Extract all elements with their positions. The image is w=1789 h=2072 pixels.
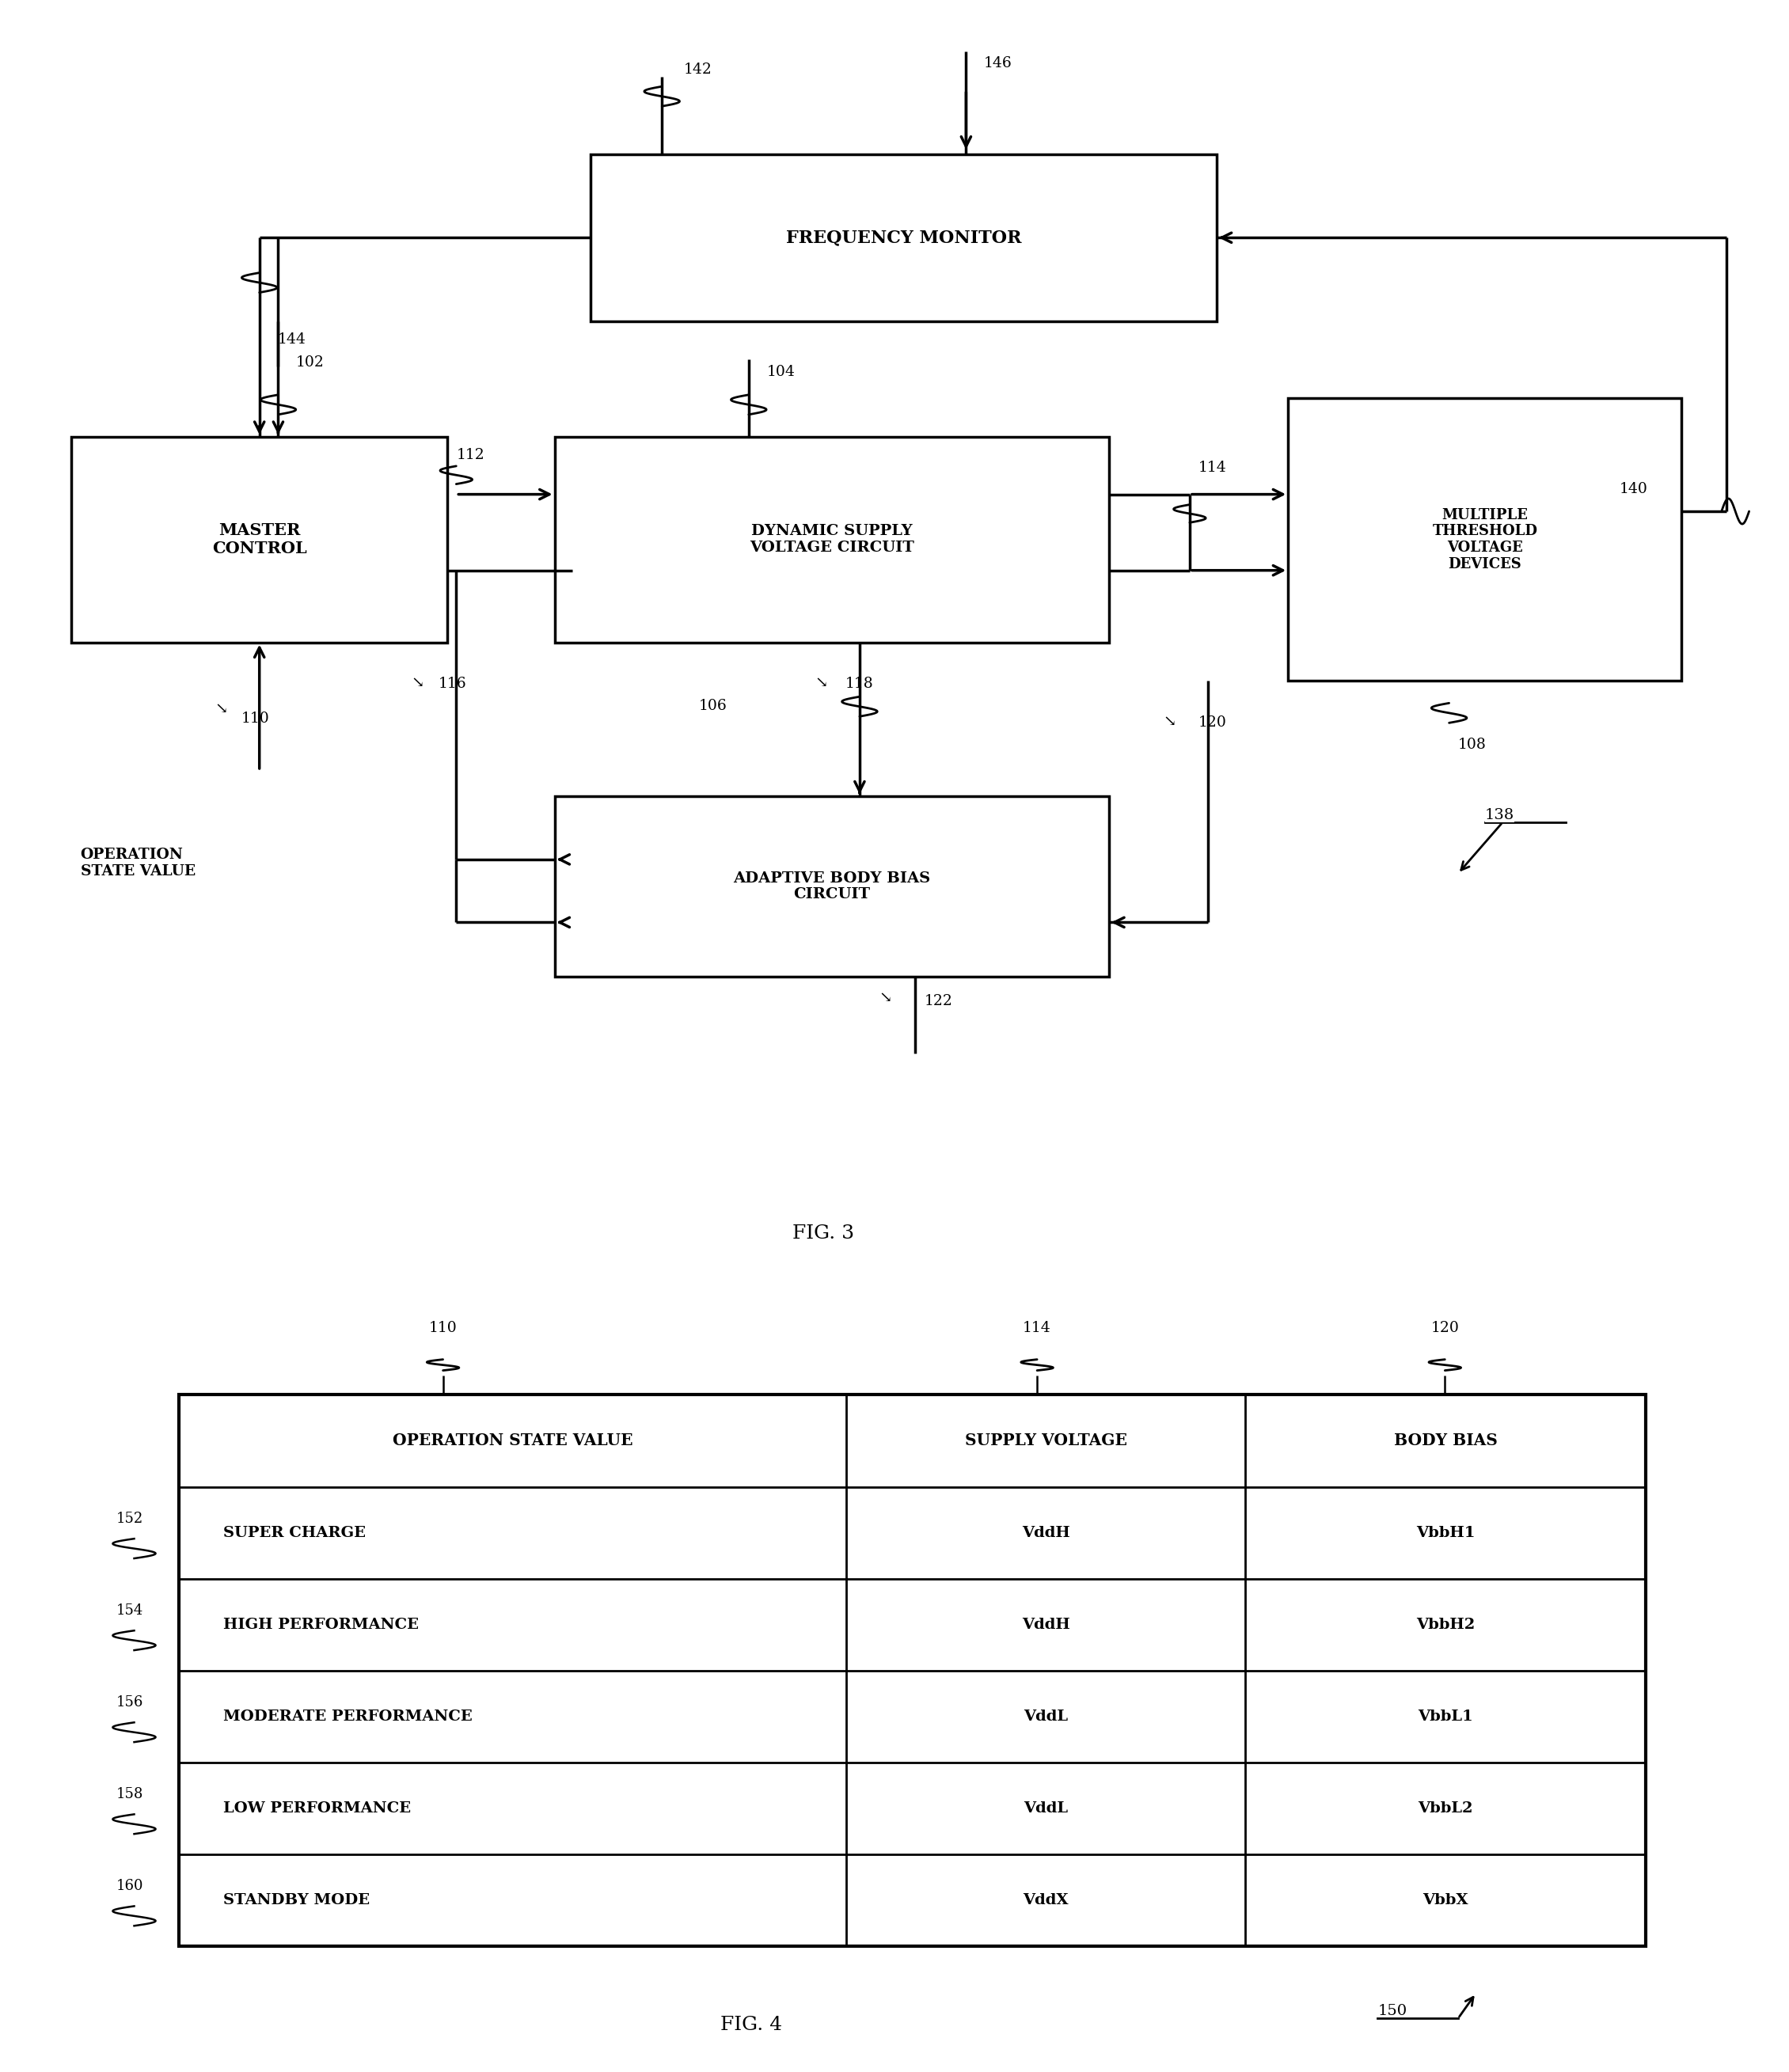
Text: 156: 156 bbox=[116, 1695, 143, 1709]
Text: 152: 152 bbox=[116, 1513, 143, 1525]
Text: 158: 158 bbox=[116, 1788, 143, 1801]
Text: ↘: ↘ bbox=[411, 675, 424, 690]
Text: VddL: VddL bbox=[1023, 1709, 1068, 1724]
Text: OPERATION
STATE VALUE: OPERATION STATE VALUE bbox=[81, 847, 195, 879]
Text: SUPPLY VOLTAGE: SUPPLY VOLTAGE bbox=[964, 1434, 1127, 1448]
Text: 110: 110 bbox=[429, 1320, 458, 1334]
Text: 118: 118 bbox=[846, 678, 873, 692]
Text: 144: 144 bbox=[277, 334, 306, 346]
Bar bbox=[72, 437, 447, 642]
Text: 150: 150 bbox=[1378, 2004, 1406, 2018]
Text: 112: 112 bbox=[456, 448, 485, 462]
Text: VddH: VddH bbox=[1022, 1618, 1070, 1631]
Bar bbox=[555, 437, 1109, 642]
Text: 120: 120 bbox=[1431, 1320, 1460, 1334]
Bar bbox=[590, 153, 1217, 321]
Text: ↘: ↘ bbox=[880, 990, 893, 1005]
Text: MASTER
CONTROL: MASTER CONTROL bbox=[213, 522, 306, 557]
Text: 122: 122 bbox=[925, 995, 952, 1009]
Text: 120: 120 bbox=[1199, 715, 1227, 729]
Text: 106: 106 bbox=[699, 698, 726, 713]
Text: VbbH1: VbbH1 bbox=[1417, 1525, 1476, 1539]
Text: ↘: ↘ bbox=[816, 675, 828, 690]
Text: VddH: VddH bbox=[1022, 1525, 1070, 1539]
Text: DYNAMIC SUPPLY
VOLTAGE CIRCUIT: DYNAMIC SUPPLY VOLTAGE CIRCUIT bbox=[750, 524, 914, 555]
Text: STANDBY MODE: STANDBY MODE bbox=[224, 1894, 370, 1906]
Text: FREQUENCY MONITOR: FREQUENCY MONITOR bbox=[785, 228, 1022, 247]
Text: VddX: VddX bbox=[1023, 1894, 1068, 1906]
Text: 102: 102 bbox=[297, 356, 324, 371]
Text: 142: 142 bbox=[683, 62, 712, 77]
Text: 110: 110 bbox=[242, 711, 270, 725]
Text: 104: 104 bbox=[766, 365, 794, 379]
Text: FIG. 4: FIG. 4 bbox=[721, 2016, 782, 2035]
Text: OPERATION STATE VALUE: OPERATION STATE VALUE bbox=[392, 1434, 633, 1448]
Text: VbbL2: VbbL2 bbox=[1419, 1801, 1472, 1815]
Text: LOW PERFORMANCE: LOW PERFORMANCE bbox=[224, 1801, 411, 1815]
Text: MULTIPLE
THRESHOLD
VOLTAGE
DEVICES: MULTIPLE THRESHOLD VOLTAGE DEVICES bbox=[1433, 508, 1537, 572]
Text: SUPER CHARGE: SUPER CHARGE bbox=[224, 1525, 367, 1539]
Text: HIGH PERFORMANCE: HIGH PERFORMANCE bbox=[224, 1618, 419, 1631]
Text: 160: 160 bbox=[116, 1879, 143, 1894]
Text: ↘: ↘ bbox=[1163, 715, 1175, 729]
Text: 146: 146 bbox=[984, 56, 1013, 70]
Bar bbox=[1288, 398, 1682, 682]
Text: 108: 108 bbox=[1458, 738, 1487, 752]
Text: 140: 140 bbox=[1619, 481, 1648, 495]
Text: FIG. 3: FIG. 3 bbox=[793, 1225, 853, 1243]
Text: 114: 114 bbox=[1023, 1320, 1052, 1334]
Text: 154: 154 bbox=[116, 1604, 143, 1618]
Text: 138: 138 bbox=[1485, 808, 1513, 823]
Text: ADAPTIVE BODY BIAS
CIRCUIT: ADAPTIVE BODY BIAS CIRCUIT bbox=[733, 870, 930, 901]
Bar bbox=[179, 1394, 1646, 1946]
Text: VbbH2: VbbH2 bbox=[1417, 1618, 1474, 1631]
Text: VbbL1: VbbL1 bbox=[1419, 1709, 1474, 1724]
Text: VbbX: VbbX bbox=[1422, 1894, 1469, 1906]
Text: 114: 114 bbox=[1199, 460, 1227, 474]
Text: MODERATE PERFORMANCE: MODERATE PERFORMANCE bbox=[224, 1709, 472, 1724]
Text: ↘: ↘ bbox=[215, 702, 227, 717]
Text: VddL: VddL bbox=[1023, 1801, 1068, 1815]
Text: 116: 116 bbox=[438, 678, 467, 692]
Bar bbox=[555, 796, 1109, 976]
Text: BODY BIAS: BODY BIAS bbox=[1394, 1434, 1497, 1448]
